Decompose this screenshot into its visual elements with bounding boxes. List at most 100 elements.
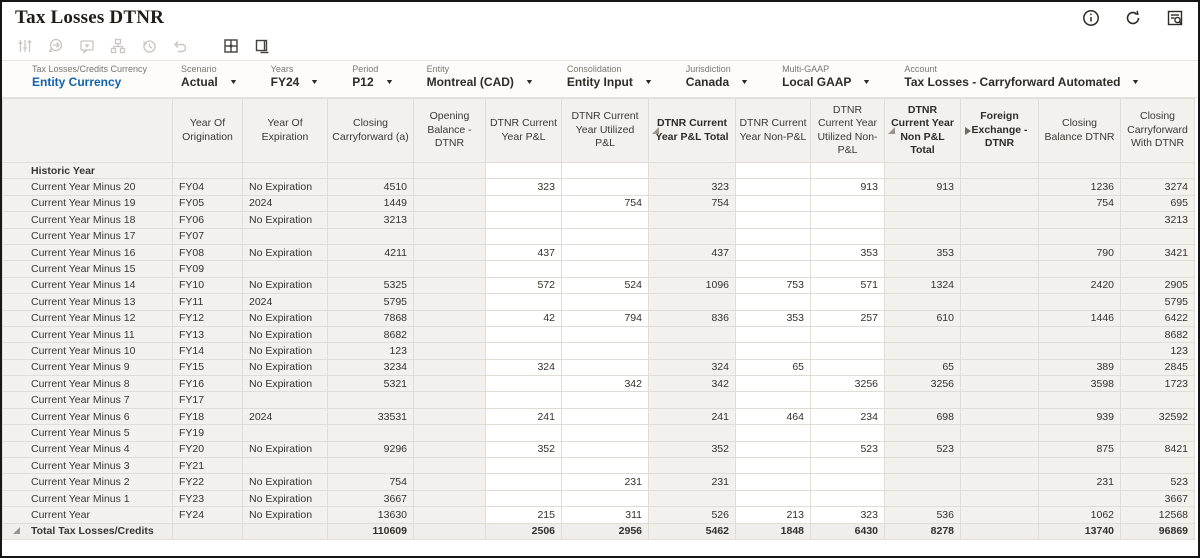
cell-pnl[interactable] — [485, 211, 562, 229]
cell-pnl[interactable]: 323 — [485, 178, 562, 196]
refresh-icon[interactable] — [1124, 9, 1142, 27]
cell-pnl[interactable] — [485, 194, 562, 213]
cell-pnl_util[interactable]: 794 — [561, 309, 649, 327]
cell-pnl[interactable] — [485, 424, 562, 442]
cell-nonpnl[interactable] — [735, 342, 811, 360]
cell-nonpnl_util[interactable] — [810, 457, 885, 475]
cell-nonpnl[interactable] — [735, 440, 811, 459]
pov-member-value[interactable]: Entity Input ▼ — [566, 75, 653, 89]
cell-pnl_util[interactable]: 342 — [561, 375, 649, 393]
cell-pnl[interactable]: 572 — [485, 276, 562, 295]
pov-member-value[interactable]: P12 ▼ — [352, 75, 394, 89]
cell-pnl[interactable] — [485, 489, 562, 508]
pov-member-value[interactable]: Actual ▼ — [181, 75, 238, 89]
cell-nonpnl[interactable] — [735, 211, 811, 229]
cell-nonpnl[interactable] — [735, 161, 811, 180]
cell-pnl[interactable]: 352 — [485, 440, 562, 459]
cell-pnl_util[interactable] — [561, 440, 649, 459]
pov-member-value[interactable]: Montreal (CAD) ▼ — [426, 75, 534, 89]
cell-nonpnl_util[interactable] — [810, 391, 885, 409]
cell-pnl[interactable] — [485, 457, 562, 475]
cell-nonpnl[interactable] — [735, 457, 811, 475]
cell-pnl_util[interactable] — [561, 391, 649, 409]
cell-nonpnl_util[interactable] — [810, 473, 885, 491]
collapse-column-icon[interactable] — [888, 126, 896, 135]
cell-pnl_util[interactable] — [561, 325, 649, 344]
cell-pnl_util[interactable] — [561, 260, 649, 278]
cell-nonpnl[interactable] — [735, 489, 811, 508]
cell-pnl[interactable] — [485, 227, 562, 245]
cell-pnl_util[interactable] — [561, 211, 649, 229]
cell-nonpnl_util[interactable]: 571 — [810, 276, 885, 295]
cell-nonpnl_util[interactable] — [810, 227, 885, 245]
cell-pnl[interactable] — [485, 391, 562, 409]
cell-nonpnl[interactable] — [735, 325, 811, 344]
cell-pnl[interactable]: 324 — [485, 358, 562, 377]
cell-nonpnl[interactable]: 353 — [735, 309, 811, 327]
cell-pnl_util[interactable] — [561, 293, 649, 311]
cell-nonpnl_util[interactable]: 913 — [810, 178, 885, 196]
cell-nonpnl[interactable] — [735, 194, 811, 213]
cell-nonpnl[interactable]: 464 — [735, 407, 811, 426]
cell-nonpnl[interactable]: 65 — [735, 358, 811, 377]
cell-pnl_util[interactable] — [561, 407, 649, 426]
cell-nonpnl_util[interactable]: 234 — [810, 407, 885, 426]
cell-nonpnl_util[interactable] — [810, 260, 885, 278]
cell-pnl_util[interactable] — [561, 227, 649, 245]
cell-pnl_util[interactable]: 754 — [561, 194, 649, 213]
cell-nonpnl_util[interactable]: 257 — [810, 309, 885, 327]
cell-pnl[interactable] — [485, 293, 562, 311]
cell-nonpnl_util[interactable]: 3256 — [810, 375, 885, 393]
cell-nonpnl[interactable] — [735, 178, 811, 196]
expand-column-icon[interactable] — [964, 126, 972, 135]
cell-pnl_util[interactable] — [561, 358, 649, 377]
cell-nonpnl[interactable] — [735, 424, 811, 442]
collapse-column-icon[interactable] — [652, 126, 660, 135]
cell-pnl[interactable] — [485, 325, 562, 344]
cell-nonpnl_util[interactable] — [810, 342, 885, 360]
cell-nonpnl_util[interactable] — [810, 194, 885, 213]
pov-member-value[interactable]: Canada ▼ — [685, 75, 750, 89]
cell-pnl[interactable]: 215 — [485, 506, 562, 524]
cell-nonpnl_util[interactable] — [810, 293, 885, 311]
cell-pnl_util[interactable] — [561, 457, 649, 475]
cell-nonpnl[interactable] — [735, 375, 811, 393]
cell-nonpnl[interactable]: 753 — [735, 276, 811, 295]
cell-nonpnl_util[interactable]: 523 — [810, 440, 885, 459]
cell-nonpnl_util[interactable] — [810, 211, 885, 229]
cell-pnl_util[interactable] — [561, 178, 649, 196]
cell-nonpnl[interactable] — [735, 391, 811, 409]
cell-pnl_util[interactable]: 311 — [561, 506, 649, 524]
cell-nonpnl_util[interactable]: 353 — [810, 243, 885, 262]
cell-pnl[interactable] — [485, 375, 562, 393]
cell-nonpnl_util[interactable] — [810, 489, 885, 508]
pov-member-value[interactable]: FY24 ▼ — [270, 75, 320, 89]
cell-nonpnl[interactable]: 213 — [735, 506, 811, 524]
info-icon[interactable] — [1082, 9, 1100, 27]
cell-pnl[interactable] — [485, 473, 562, 491]
cell-nonpnl_util[interactable] — [810, 325, 885, 344]
cell-nonpnl_util[interactable] — [810, 161, 885, 180]
cell-pnl_util[interactable] — [561, 424, 649, 442]
cell-nonpnl_util[interactable] — [810, 424, 885, 442]
cell-pnl_util[interactable] — [561, 161, 649, 180]
cell-nonpnl[interactable] — [735, 260, 811, 278]
inspect-icon[interactable] — [1166, 9, 1184, 27]
cell-pnl[interactable] — [485, 342, 562, 360]
cell-pnl_util[interactable]: 231 — [561, 473, 649, 491]
cell-nonpnl_util[interactable]: 323 — [810, 506, 885, 524]
pov-member-value[interactable]: Local GAAP ▼ — [782, 75, 872, 89]
cell-pnl_util[interactable] — [561, 342, 649, 360]
pov-member-value[interactable]: Tax Losses - Carryforward Automated ▼ — [904, 75, 1141, 89]
cell-pnl_util[interactable]: 524 — [561, 276, 649, 295]
cell-pnl[interactable] — [485, 161, 562, 180]
cell-pnl[interactable] — [485, 260, 562, 278]
cell-pnl_util[interactable] — [561, 243, 649, 262]
cell-pnl_util[interactable] — [561, 489, 649, 508]
cell-pnl[interactable]: 241 — [485, 407, 562, 426]
cell-nonpnl[interactable] — [735, 473, 811, 491]
collapse-row-icon[interactable] — [13, 527, 21, 535]
window-icon[interactable] — [253, 37, 270, 54]
cell-nonpnl[interactable] — [735, 243, 811, 262]
cell-nonpnl[interactable] — [735, 227, 811, 245]
